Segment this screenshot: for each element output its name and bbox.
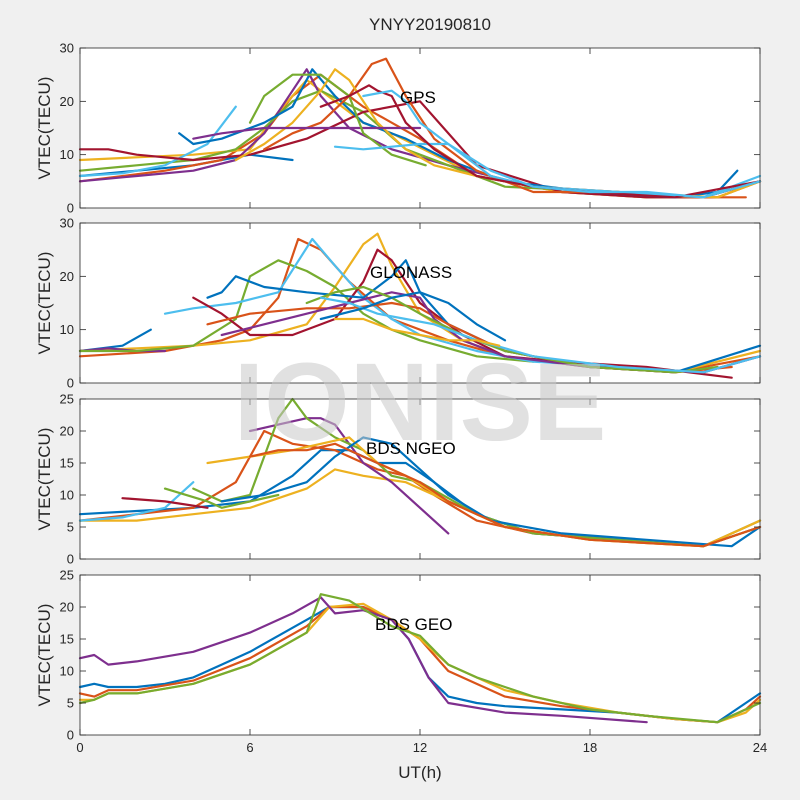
panel-bds-ngeo: 0 5 10 15 20 25 VTEC(TECU) BDS NGEO [35,392,762,567]
series-line-9 [163,487,280,509]
y-tick-label: 20 [60,269,74,284]
y-tick-label: 0 [67,376,74,391]
panel-annotation: BDS GEO [375,615,452,634]
x-tick-label: 0 [76,740,83,755]
series-line-10 [220,436,762,548]
series-line-11 [305,285,719,374]
y-tick-label: 25 [60,568,74,583]
series-line-15 [362,89,762,199]
y-tick-label: 5 [67,520,74,535]
panels: 0 10 20 30 VTEC(TECU) GPS 0 10 20 30 VTEC(TECU) GLO… [35,41,767,756]
y-tick-label: 10 [60,664,74,679]
panel-bds-geo: 0 5 10 15 20 25 0 6 12 18 24 VTEC(TECU) BDS GEO [35,568,767,756]
y-tick-label: 30 [60,216,74,231]
series-line-4 [78,596,648,724]
y-tick-label: 20 [60,600,74,615]
panel-glonass: 0 10 20 30 VTEC(TECU) GLONASS [35,216,762,391]
series-line-12 [248,73,427,167]
series-line-4 [78,347,167,353]
y-tick-label: 10 [60,322,74,337]
y-tick-label: 20 [60,424,74,439]
series-line-5 [78,593,762,724]
series-line-11 [248,442,762,548]
x-tick-label: 6 [246,740,253,755]
x-tick-label: 24 [753,740,767,755]
watermark: IONISE [234,341,607,464]
panel-annotation: GLONASS [370,263,452,282]
y-tick-label: 5 [67,696,74,711]
series-line-6 [78,481,195,522]
panel-gps: 0 10 20 30 VTEC(TECU) GPS [35,41,762,216]
plot-area [80,399,760,559]
x-tick-label: 12 [413,740,427,755]
y-tick-label: 15 [60,632,74,647]
y-tick-label: 0 [67,201,74,216]
series-line-11 [192,126,422,140]
y-tick-label: 10 [60,147,74,162]
x-axis-label: UT(h) [398,763,441,782]
series-line-5 [78,259,535,363]
y-tick-label: 15 [60,456,74,471]
y-tick-label: 0 [67,728,74,743]
panel-annotation: GPS [400,88,436,107]
series-line-13 [333,142,762,199]
plot-area [80,575,760,735]
y-axis-label: VTEC(TECU) [35,604,54,707]
series-line-14 [333,317,501,347]
panel-annotation: BDS NGEO [366,439,456,458]
y-tick-label: 30 [60,41,74,56]
series-line-7 [121,497,209,509]
figure-title: YNYY20190810 [369,15,491,34]
y-tick-label: 10 [60,488,74,503]
x-tick-label: 18 [583,740,597,755]
series-line-4 [248,417,450,535]
series-line-6 [78,105,237,178]
series-line-7 [78,100,762,199]
y-tick-label: 25 [60,392,74,407]
y-tick-label: 0 [67,552,74,567]
y-axis-label: VTEC(TECU) [35,77,54,180]
y-tick-label: 20 [60,94,74,109]
y-axis-label: VTEC(TECU) [35,252,54,355]
series-line-13 [319,291,507,342]
y-axis-label: VTEC(TECU) [35,428,54,531]
